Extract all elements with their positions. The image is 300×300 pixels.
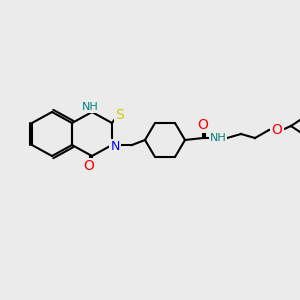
Text: NH: NH (210, 133, 226, 143)
Text: N: N (110, 140, 120, 154)
Text: O: O (198, 118, 208, 132)
Text: O: O (272, 123, 282, 137)
Text: S: S (116, 108, 124, 122)
Text: NH: NH (82, 102, 98, 112)
Text: O: O (84, 159, 94, 173)
